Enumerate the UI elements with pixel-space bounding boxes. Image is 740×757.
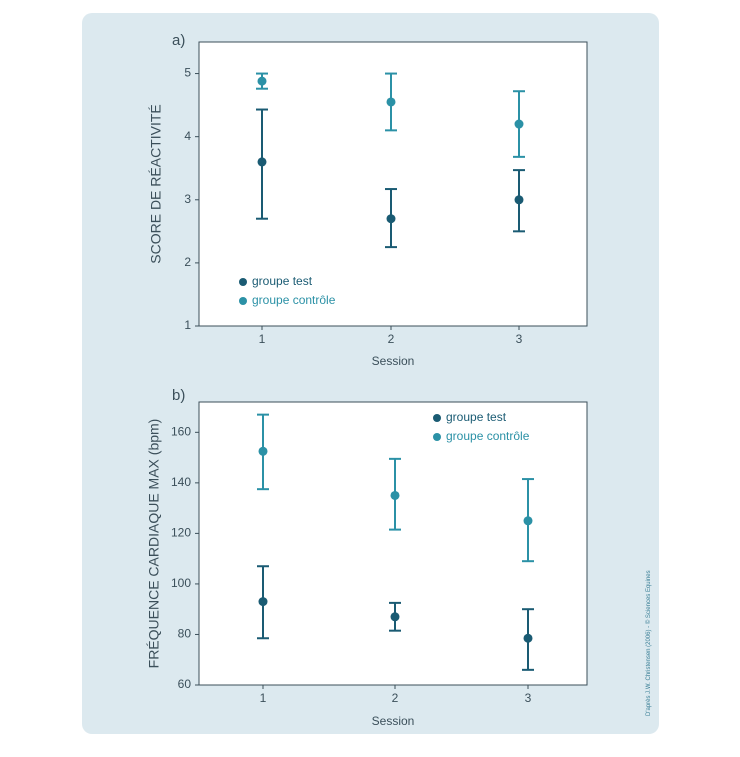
chartb-x-tick-label: 2 <box>392 691 399 705</box>
charta-panel-label: a) <box>172 32 185 49</box>
chartb-panel-label: b) <box>172 387 185 404</box>
chartb-x-tick-label: 3 <box>525 691 532 705</box>
charta-y-axis-label: SCORE DE RÉACTIVITÉ <box>148 104 164 263</box>
charta-control-point <box>514 119 524 129</box>
charta-legend-marker-control <box>239 297 247 305</box>
chartb-y-tick-label: 140 <box>171 475 191 489</box>
charta-control-point <box>257 76 267 86</box>
chartb-y-tick-label: 80 <box>178 627 192 641</box>
charta-legend-label-control: groupe contrôle <box>252 293 336 307</box>
charta-test-point <box>514 195 524 205</box>
charta-y-tick-label: 5 <box>184 66 191 80</box>
chartb-test-point <box>390 612 400 622</box>
chartb-y-tick-label: 60 <box>178 677 192 691</box>
charta-y-tick-label: 1 <box>184 318 191 332</box>
charta-x-tick-label: 2 <box>388 332 395 346</box>
chartb-x-tick-label: 1 <box>260 691 267 705</box>
chartb-control-point <box>390 490 400 500</box>
charta-legend-label-test: groupe test <box>252 274 313 288</box>
charta-x-tick-label: 3 <box>516 332 523 346</box>
charta-test-point <box>386 214 396 224</box>
chartb-control-point <box>258 446 268 456</box>
charta-test-point <box>257 157 267 167</box>
chartb-test-point <box>523 633 533 643</box>
chartb-y-tick-label: 100 <box>171 576 191 590</box>
chartb-legend-marker-control <box>433 433 441 441</box>
chartb-control-point <box>523 516 533 526</box>
charta-y-tick-label: 4 <box>184 129 191 143</box>
charta-x-tick-label: 1 <box>259 332 266 346</box>
chartb-y-tick-label: 120 <box>171 526 191 540</box>
chartb-y-tick-label: 160 <box>171 424 191 438</box>
chartb-test-point <box>258 597 268 607</box>
chartb-x-axis-label: Session <box>372 714 415 728</box>
chartb-legend-label-test: groupe test <box>446 410 507 424</box>
charta-legend-marker-test <box>239 278 247 286</box>
charta-x-axis-label: Session <box>372 354 415 368</box>
chartb-legend-marker-test <box>433 414 441 422</box>
chartb-y-axis-label: FRÉQUENCE CARDIAQUE MAX (bpm) <box>146 419 162 669</box>
chartb-legend-label-control: groupe contrôle <box>446 429 530 443</box>
charta-y-tick-label: 3 <box>184 192 191 206</box>
charta-y-tick-label: 2 <box>184 255 191 269</box>
charta-control-point <box>386 97 396 107</box>
credit-text: D'après J.W. Christensen (2006) - © Scie… <box>646 570 652 716</box>
